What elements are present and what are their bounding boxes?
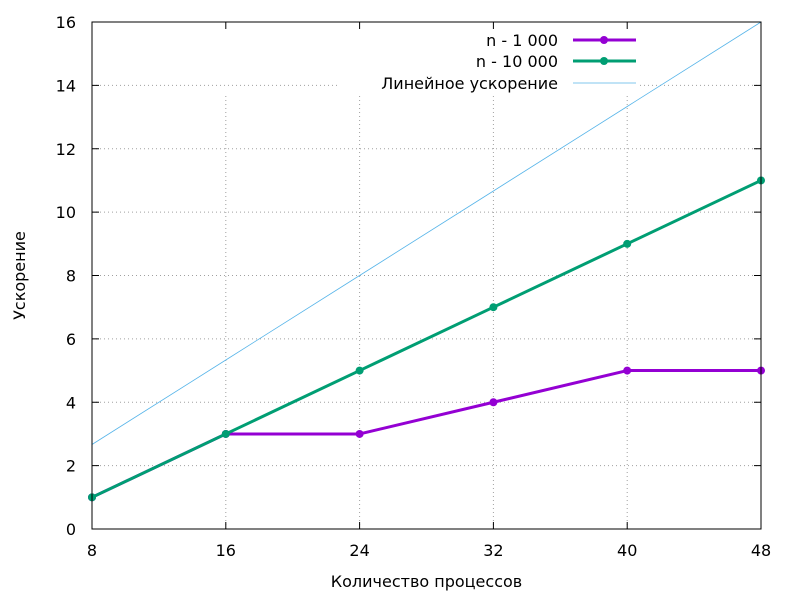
x-tick-label: 48	[751, 541, 771, 560]
data-point	[623, 366, 632, 375]
grid	[92, 84, 761, 529]
x-tick-label: 40	[617, 541, 637, 560]
x-axis-label: Количество процессов	[331, 572, 522, 591]
y-tick-label: 0	[66, 520, 76, 539]
x-tick-label: 24	[349, 541, 369, 560]
y-tick-label: 8	[66, 267, 76, 286]
series-2	[88, 176, 765, 502]
data-point	[489, 303, 498, 312]
y-tick-label: 16	[56, 13, 76, 32]
series-layer	[88, 21, 765, 502]
y-tick-label: 12	[56, 140, 76, 159]
series-line	[91, 179, 762, 499]
data-point	[221, 429, 230, 438]
data-point	[623, 239, 632, 248]
y-tick-label: 2	[66, 457, 76, 476]
y-tick-label: 6	[66, 330, 76, 349]
legend-label: n - 10 000	[476, 52, 558, 71]
series-3	[91, 21, 762, 445]
y-axis-label: Ускорение	[10, 231, 29, 320]
data-point	[489, 398, 498, 407]
y-tick-label: 10	[56, 203, 76, 222]
x-tick-label: 16	[216, 541, 236, 560]
x-tick-label: 32	[483, 541, 503, 560]
legend-marker	[600, 36, 608, 44]
legend-marker	[600, 57, 608, 65]
series-line	[91, 21, 762, 445]
legend: n - 1 000 n - 10 000 Линейное ускорение	[381, 31, 636, 93]
series-1	[88, 366, 765, 502]
legend-label: Линейное ускорение	[381, 74, 558, 93]
x-tick-label: 8	[87, 541, 97, 560]
legend-label: n - 1 000	[486, 31, 558, 50]
data-point	[355, 366, 364, 375]
data-point	[355, 429, 364, 438]
series-line	[91, 369, 761, 499]
y-tick-label: 4	[66, 393, 76, 412]
y-tick-label: 14	[56, 76, 76, 95]
